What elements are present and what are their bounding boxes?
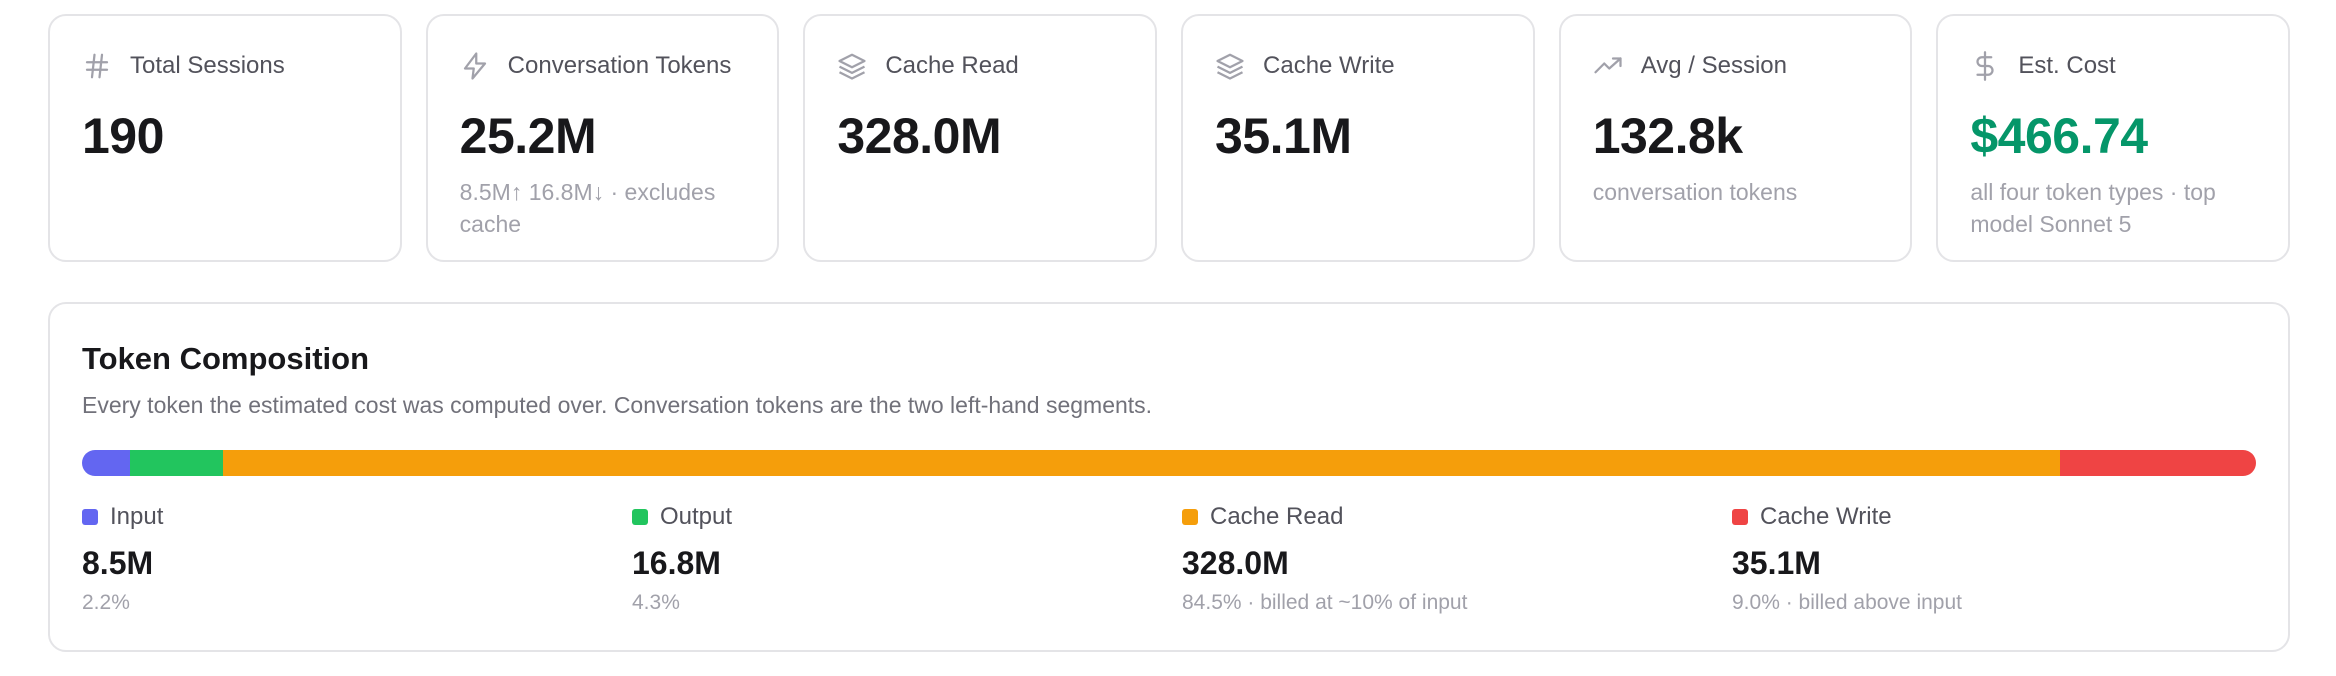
legend-item-cache-read: Cache Read 328.0M 84.5% · billed at ~10%… bbox=[1182, 502, 1732, 616]
legend-item-input: Input 8.5M 2.2% bbox=[82, 502, 632, 616]
layers-icon bbox=[1215, 51, 1245, 81]
segment-cache-write bbox=[2060, 450, 2256, 476]
section-title: Token Composition bbox=[82, 341, 370, 376]
stat-card-conversation-tokens: Conversation Tokens 25.2M 8.5M↑ 16.8M↓ ·… bbox=[425, 14, 780, 262]
stat-value: $466.74 bbox=[1970, 108, 2148, 164]
segment-output bbox=[129, 450, 224, 476]
composition-legend: Input 8.5M 2.2% Output 16.8M 4.3% Cache … bbox=[82, 502, 2256, 616]
stat-card-avg-session: Avg / Session 132.8k conversation tokens bbox=[1558, 14, 1913, 262]
stat-label: Total Sessions bbox=[130, 52, 285, 79]
legend-label: Output bbox=[660, 503, 733, 530]
stat-label: Cache Write bbox=[1263, 52, 1395, 79]
token-composition-card: Token Composition Every token the estima… bbox=[48, 302, 2290, 652]
trending-up-icon bbox=[1593, 51, 1623, 81]
stat-value: 35.1M bbox=[1215, 108, 1352, 164]
composition-bar bbox=[82, 450, 2256, 476]
layers-icon bbox=[837, 51, 867, 81]
segment-input bbox=[82, 450, 130, 476]
stat-value: 328.0M bbox=[837, 108, 1002, 164]
stat-value: 25.2M bbox=[459, 108, 597, 164]
stat-value: 132.8k bbox=[1592, 108, 1743, 164]
stat-card-est-cost: Est. Cost $466.74 all four token types ·… bbox=[1936, 14, 2291, 262]
legend-swatch bbox=[1182, 509, 1198, 525]
legend-item-output: Output 16.8M 4.3% bbox=[632, 502, 1182, 616]
legend-value: 16.8M bbox=[632, 545, 721, 581]
legend-subtext: 9.0% · billed above input bbox=[1732, 591, 1962, 614]
stats-row: Total Sessions 190 Conversation Tokens 2… bbox=[48, 14, 2291, 262]
legend-subtext: 4.3% bbox=[632, 591, 680, 614]
lightning-icon bbox=[460, 51, 490, 81]
stat-value: 190 bbox=[82, 108, 164, 164]
legend-item-cache-write: Cache Write 35.1M 9.0% · billed above in… bbox=[1732, 502, 2282, 616]
segment-cache-read bbox=[223, 450, 2061, 476]
legend-value: 35.1M bbox=[1732, 545, 1821, 581]
legend-swatch bbox=[82, 509, 98, 525]
stat-card-total-sessions: Total Sessions 190 bbox=[48, 14, 402, 262]
legend-subtext: 2.2% bbox=[82, 591, 130, 614]
stat-label: Avg / Session bbox=[1640, 52, 1787, 79]
stat-label: Est. Cost bbox=[2018, 52, 2116, 79]
stat-subtext: all four token types · top model Sonnet … bbox=[1970, 179, 2216, 237]
stat-label: Conversation Tokens bbox=[507, 52, 732, 79]
stat-card-cache-read: Cache Read 328.0M bbox=[803, 14, 1158, 262]
legend-label: Cache Read bbox=[1210, 503, 1344, 530]
legend-value: 8.5M bbox=[82, 545, 154, 581]
legend-swatch bbox=[1732, 509, 1748, 525]
stat-subtext: conversation tokens bbox=[1592, 179, 1798, 205]
legend-value: 328.0M bbox=[1182, 545, 1289, 581]
stat-card-cache-write: Cache Write 35.1M bbox=[1181, 14, 1535, 262]
stat-label: Cache Read bbox=[885, 52, 1019, 79]
legend-label: Input bbox=[110, 503, 164, 530]
section-description: Every token the estimated cost was compu… bbox=[82, 392, 1153, 418]
legend-label: Cache Write bbox=[1760, 503, 1892, 530]
legend-swatch bbox=[632, 509, 648, 525]
hash-icon bbox=[82, 51, 112, 81]
dollar-icon bbox=[1970, 51, 2000, 81]
legend-subtext: 84.5% · billed at ~10% of input bbox=[1182, 591, 1468, 614]
stat-subtext: 8.5M↑ 16.8M↓ · excludes cache bbox=[459, 179, 716, 237]
